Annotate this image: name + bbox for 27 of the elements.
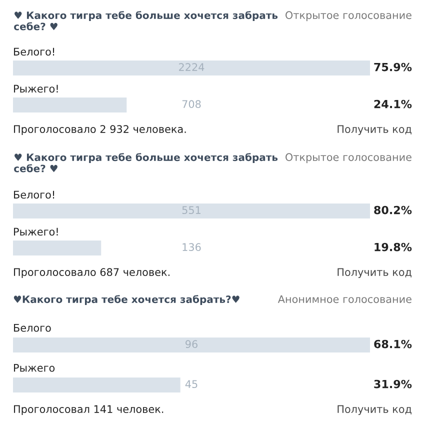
chart-subtitle: Анонимное голосование [278,295,412,304]
chart-subtitle: Открытое голосование [286,153,412,164]
chart-title: ♥ Какого тигра тебе больше хочется забрать себе? ♥ [14,153,278,172]
chart-title: ♥Какого тигра тебе хочется забрать?♥ [14,295,240,306]
text: 31.9% [374,380,412,388]
text: Проголосовало 687 человек. [14,268,170,278]
y-tick-label: Рыжего! [14,84,58,93]
data-label: 136 [182,243,201,252]
text: 75.9% [374,62,412,72]
data-label: 708 [182,100,201,108]
y-tick-label: Белого [14,324,51,332]
text: 24.1% [374,100,412,108]
text: 68.1% [374,340,412,348]
y-tick-label: Рыжего! [14,228,58,236]
y-tick-label: Рыжего [14,364,55,372]
data-label: 45 [185,380,198,388]
text: 19.8% [374,242,412,252]
text: Проголосовал 141 человек. [14,405,164,416]
text: Получить код [338,125,412,136]
chart-subtitle: Открытое голосование [286,11,412,22]
text: 80.2% [374,206,412,214]
text: Получить код [338,405,412,416]
chart-title: ♥ Какого тигра тебе больше хочется забрать себе? ♥ [14,11,278,30]
text: Получить код [338,268,412,278]
text: Проголосовало 2 932 человека. [14,125,186,136]
y-tick-label: Белого! [14,190,54,199]
y-tick-label: Белого! [14,48,54,56]
